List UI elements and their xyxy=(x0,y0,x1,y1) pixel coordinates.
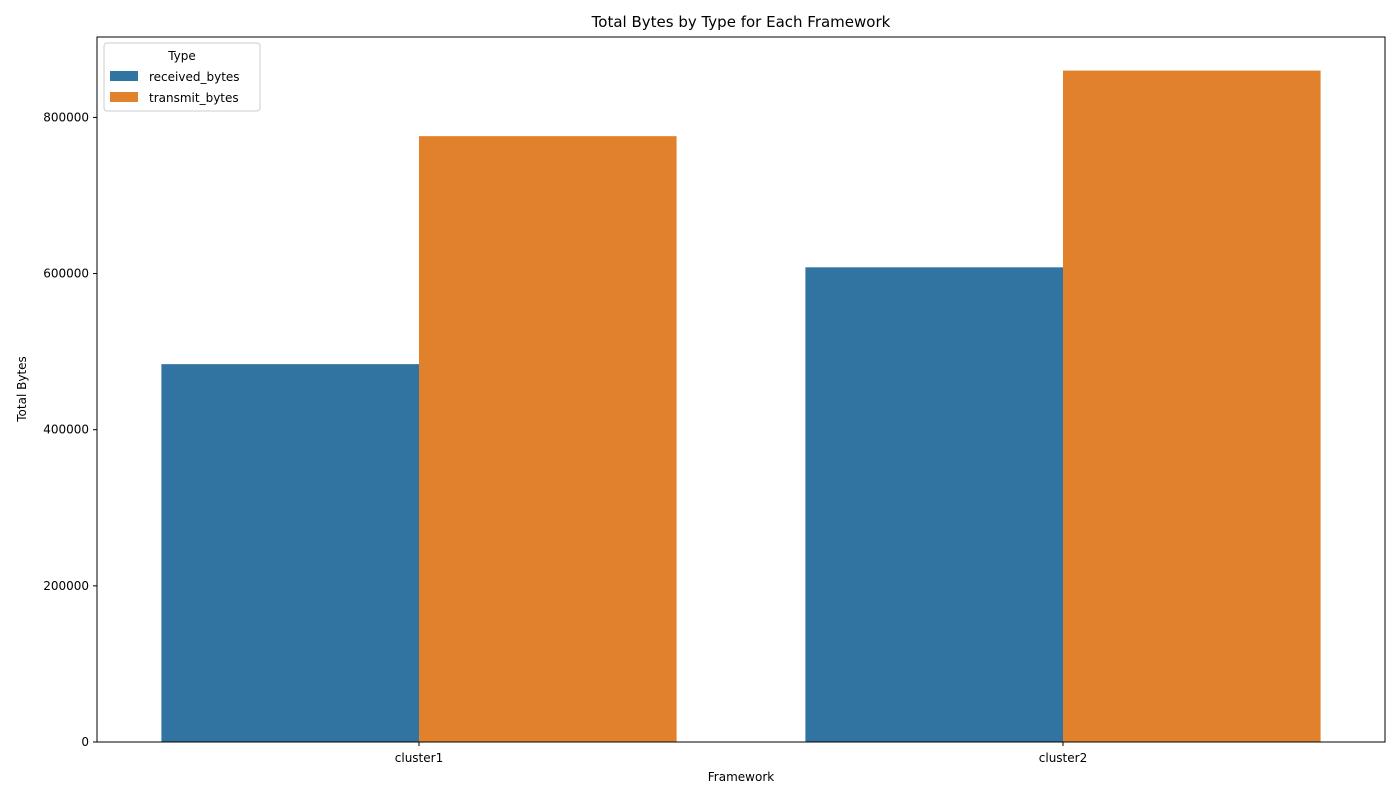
chart-title: Total Bytes by Type for Each Framework xyxy=(591,13,891,31)
x-axis-label: Framework xyxy=(708,770,774,784)
legend-items: received_bytes transmit_bytes xyxy=(110,70,240,105)
bars-group xyxy=(161,70,1321,743)
x-tick-label-cluster2: cluster2 xyxy=(1039,751,1087,765)
x-axis: cluster1 cluster2 xyxy=(395,742,1087,765)
legend-swatch-transmit_bytes xyxy=(110,92,138,102)
y-tick-label: 600000 xyxy=(43,267,89,281)
x-tick-label-cluster1: cluster1 xyxy=(395,751,443,765)
y-axis-label: Total Bytes xyxy=(15,356,29,423)
legend: Type received_bytes transmit_bytes xyxy=(103,42,261,112)
bar-transmit_bytes-cluster2 xyxy=(1063,70,1321,743)
bar-received_bytes-cluster1 xyxy=(161,364,419,742)
bar-received_bytes-cluster2 xyxy=(805,267,1063,742)
legend-label-received_bytes: received_bytes xyxy=(149,70,240,84)
y-axis: 0 200000 400000 600000 800000 xyxy=(43,110,97,749)
legend-swatch-received_bytes xyxy=(110,71,138,81)
bar-transmit_bytes-cluster1 xyxy=(419,136,677,742)
legend-box xyxy=(103,42,261,112)
legend-label-transmit_bytes: transmit_bytes xyxy=(149,91,239,105)
y-tick-label: 0 xyxy=(81,735,89,749)
y-tick-label: 400000 xyxy=(43,423,89,437)
y-tick-label: 200000 xyxy=(43,579,89,593)
y-tick-label: 800000 xyxy=(43,110,89,124)
plot-frame xyxy=(96,36,1386,743)
legend-title: Type xyxy=(167,49,196,63)
